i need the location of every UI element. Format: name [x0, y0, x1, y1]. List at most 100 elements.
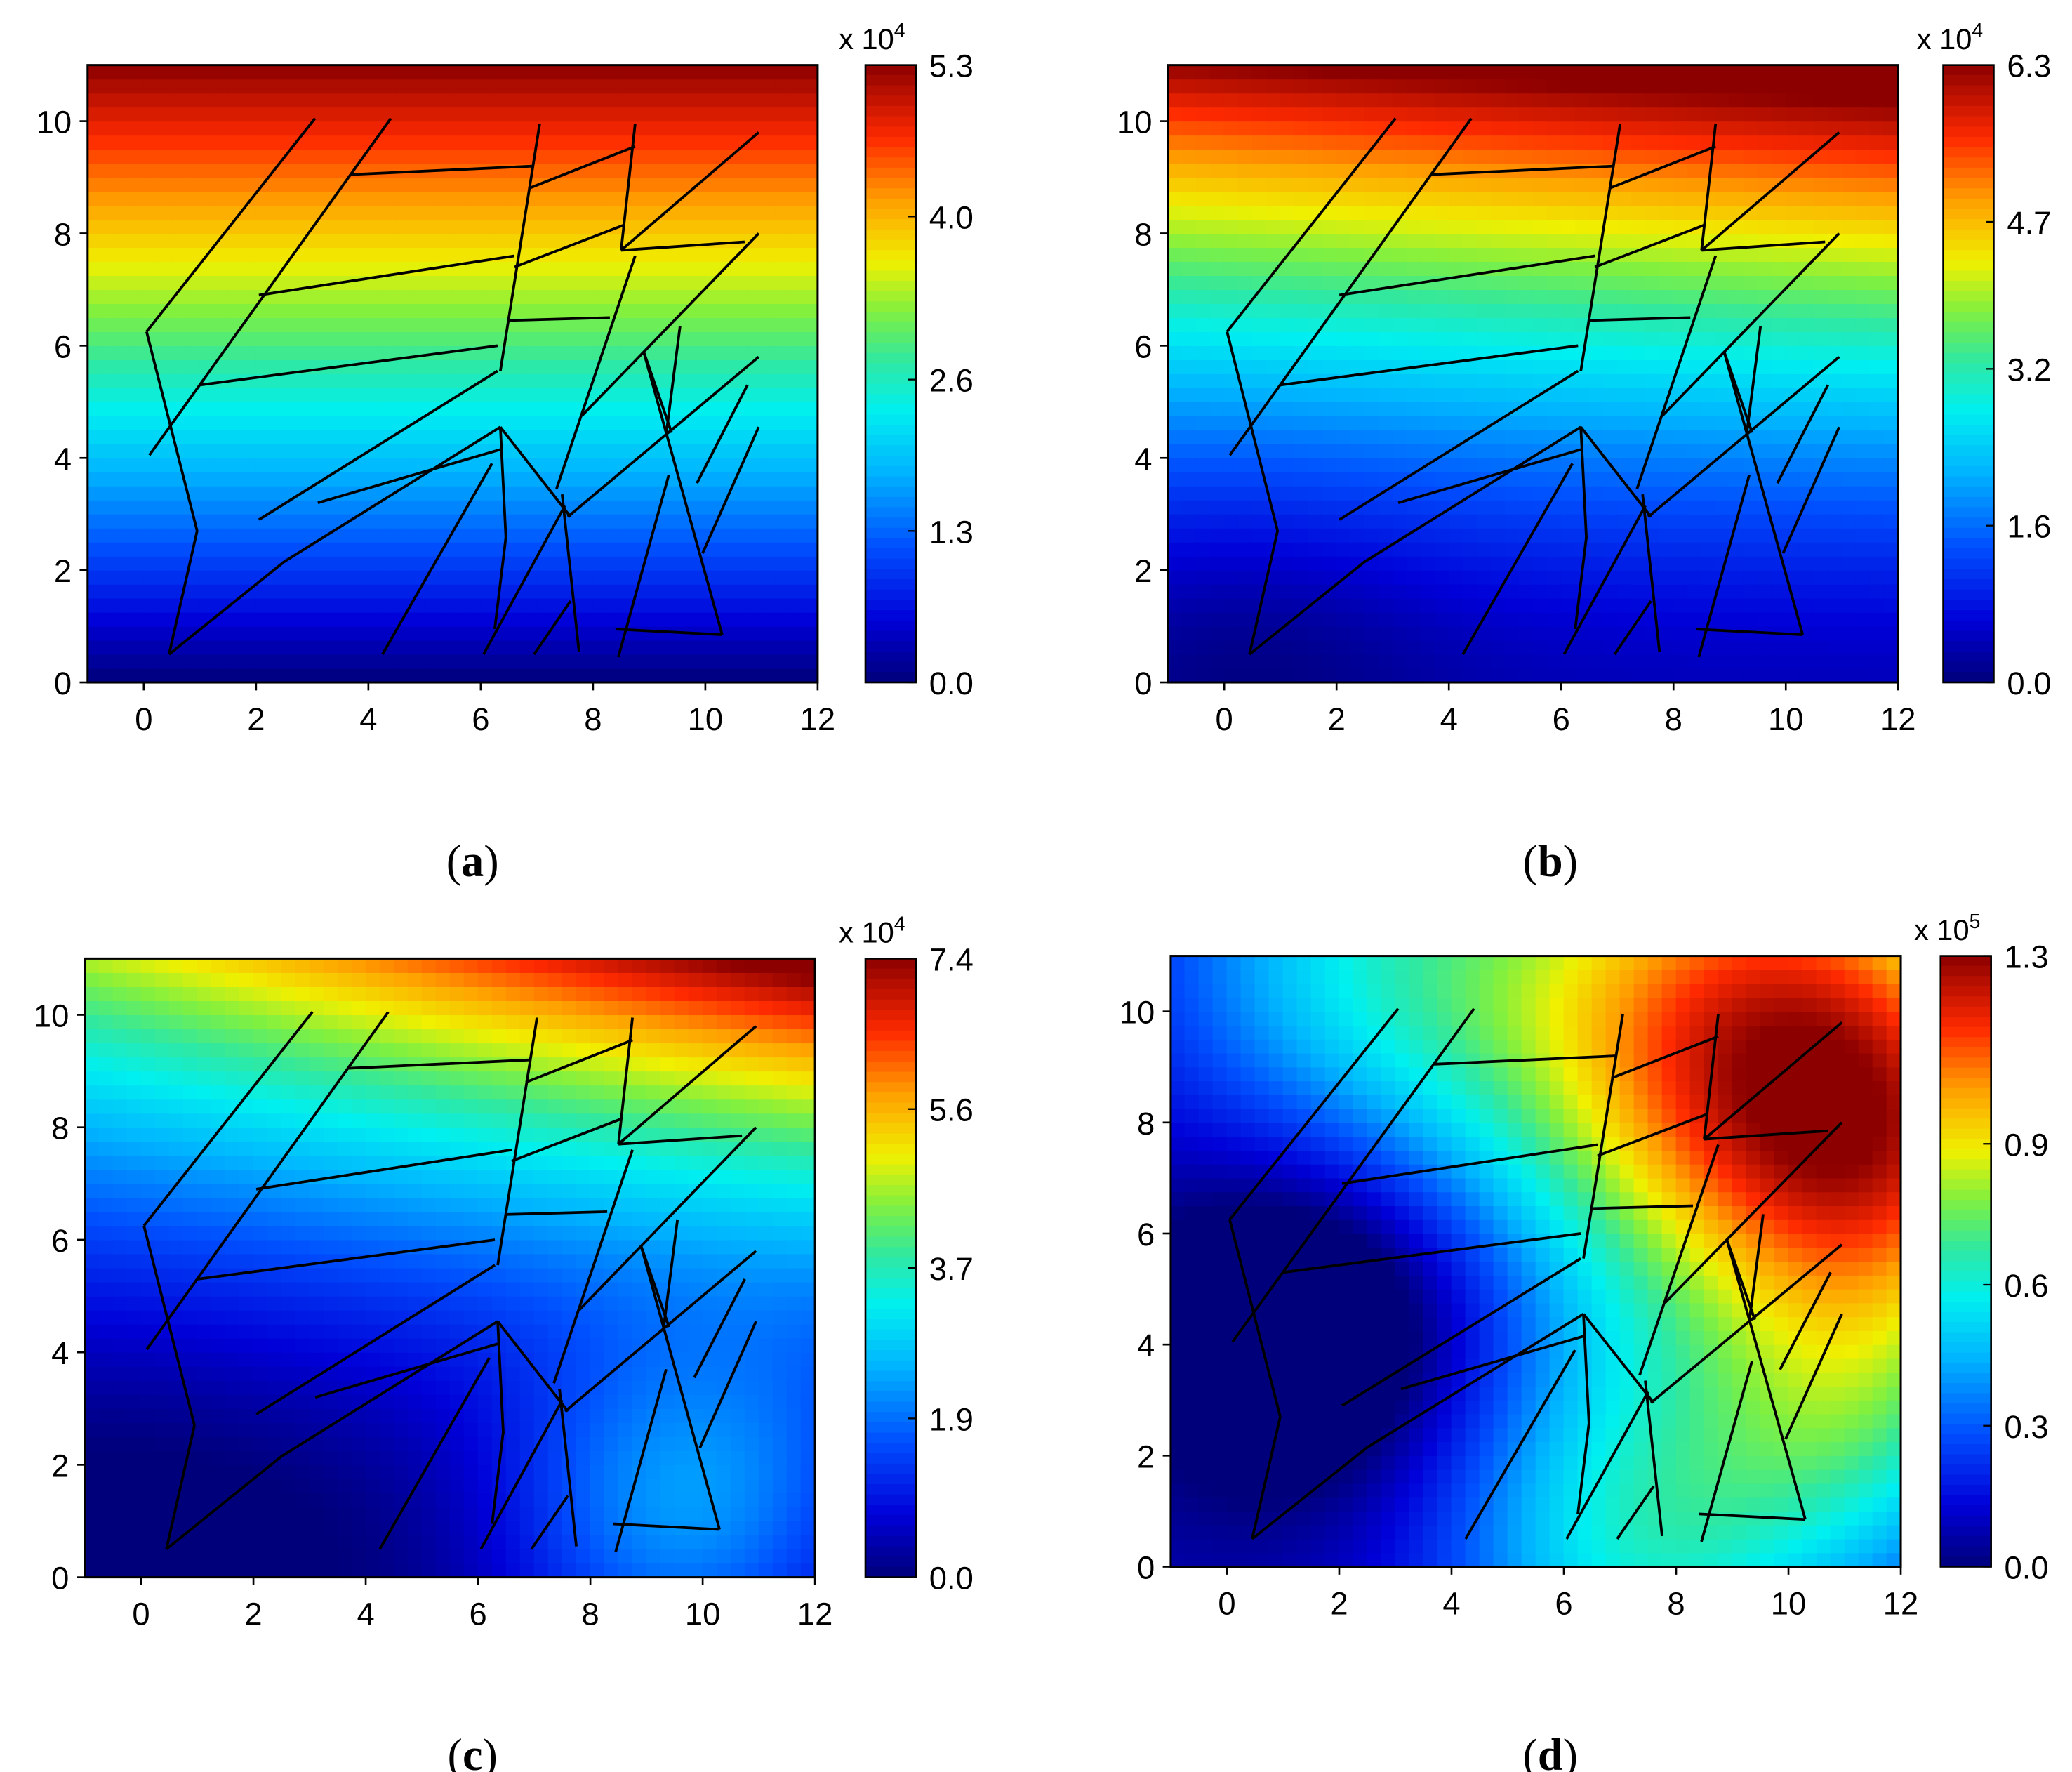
- field-cell: [536, 668, 552, 683]
- field-cell: [747, 303, 762, 318]
- field-cell: [1322, 457, 1337, 472]
- field-cell: [312, 163, 327, 178]
- field-cell: [1631, 429, 1646, 444]
- field-cell: [775, 443, 790, 458]
- field-cell: [1448, 317, 1463, 332]
- field-cell: [803, 387, 818, 402]
- field-cell: [1294, 79, 1309, 94]
- field-cell: [663, 107, 678, 122]
- field-cell: [143, 640, 159, 655]
- field-cell: [1350, 569, 1365, 585]
- field-cell: [284, 177, 299, 192]
- field-cell: [171, 79, 187, 94]
- field-cell: [1420, 401, 1435, 416]
- field-cell: [438, 303, 453, 318]
- field-cell: [241, 121, 257, 136]
- field-cell: [1841, 135, 1857, 150]
- field-cell: [1560, 415, 1576, 430]
- field-cell: [1574, 415, 1590, 430]
- field-cell: [382, 373, 397, 388]
- field-cell: [98, 1183, 114, 1198]
- field-cell: [1322, 443, 1337, 458]
- field-cell: [578, 597, 594, 613]
- field-cell: [1167, 527, 1183, 543]
- field-cell: [1490, 387, 1506, 402]
- field-cell: [691, 359, 706, 374]
- field-cell: [1490, 79, 1506, 94]
- field-cell: [112, 1337, 128, 1353]
- field-cell: [1659, 359, 1674, 374]
- field-cell: [691, 261, 706, 277]
- field-cell: [803, 513, 818, 529]
- field-cell: [1743, 107, 1758, 122]
- field-cell: [1813, 583, 1828, 599]
- colorbar-band: [865, 167, 916, 179]
- field-cell: [494, 79, 510, 94]
- field-cell: [157, 583, 173, 599]
- field-cell: [396, 499, 411, 515]
- field-cell: [87, 401, 102, 416]
- field-cell: [1266, 107, 1281, 122]
- field-cell: [1659, 626, 1674, 641]
- field-cell: [1743, 233, 1758, 249]
- field-cell: [1869, 191, 1885, 206]
- field-cell: [1167, 331, 1183, 346]
- field-cell: [87, 471, 102, 487]
- field-cell: [663, 233, 678, 249]
- field-cell: [1883, 191, 1899, 206]
- field-cell: [747, 387, 762, 402]
- field-cell: [84, 1225, 100, 1241]
- field-cell: [1560, 583, 1576, 599]
- field-cell: [635, 654, 650, 669]
- field-cell: [635, 597, 650, 613]
- field-cell: [1645, 107, 1660, 122]
- field-cell: [1799, 233, 1814, 249]
- field-cell: [1392, 121, 1407, 136]
- field-cell: [1308, 555, 1323, 571]
- field-cell: [213, 135, 229, 150]
- field-cell: [1195, 387, 1211, 402]
- field-cell: [1729, 668, 1744, 683]
- field-cell: [1392, 107, 1407, 122]
- field-cell: [1237, 443, 1253, 458]
- field-cell: [1336, 191, 1351, 206]
- field-cell: [101, 457, 117, 472]
- field-cell: [1420, 191, 1435, 206]
- field-cell: [382, 583, 397, 599]
- field-cell: [480, 457, 496, 472]
- field-cell: [522, 555, 538, 571]
- field-cell: [1532, 471, 1548, 487]
- field-cell: [494, 668, 510, 683]
- field-cell: [564, 79, 580, 94]
- field-cell: [705, 79, 720, 94]
- field-cell: [1560, 191, 1576, 206]
- field-cell: [1869, 626, 1885, 641]
- field-cell: [98, 1000, 114, 1016]
- field-cell: [719, 149, 734, 164]
- field-cell: [84, 1267, 100, 1283]
- field-cell: [115, 499, 131, 515]
- field-cell: [438, 485, 453, 501]
- field-cell: [270, 401, 285, 416]
- field-cell: [1743, 163, 1758, 178]
- field-cell: [1715, 443, 1730, 458]
- field-cell: [1729, 149, 1744, 164]
- field-cell: [1392, 485, 1407, 501]
- field-cell: [157, 499, 173, 515]
- field-cell: [1602, 485, 1618, 501]
- field-cell: [157, 654, 173, 669]
- field-cell: [1546, 149, 1562, 164]
- colorbar-band: [865, 260, 916, 272]
- field-cell: [241, 261, 257, 277]
- field-cell: [663, 303, 678, 318]
- field-cell: [129, 415, 145, 430]
- field-cell: [536, 191, 552, 206]
- field-cell: [112, 1183, 128, 1198]
- field-cell: [1715, 387, 1730, 402]
- field-cell: [312, 611, 327, 627]
- field-cell: [1280, 569, 1295, 585]
- field-cell: [115, 387, 131, 402]
- field-cell: [522, 387, 538, 402]
- field-cell: [382, 668, 397, 683]
- field-cell: [98, 1029, 114, 1044]
